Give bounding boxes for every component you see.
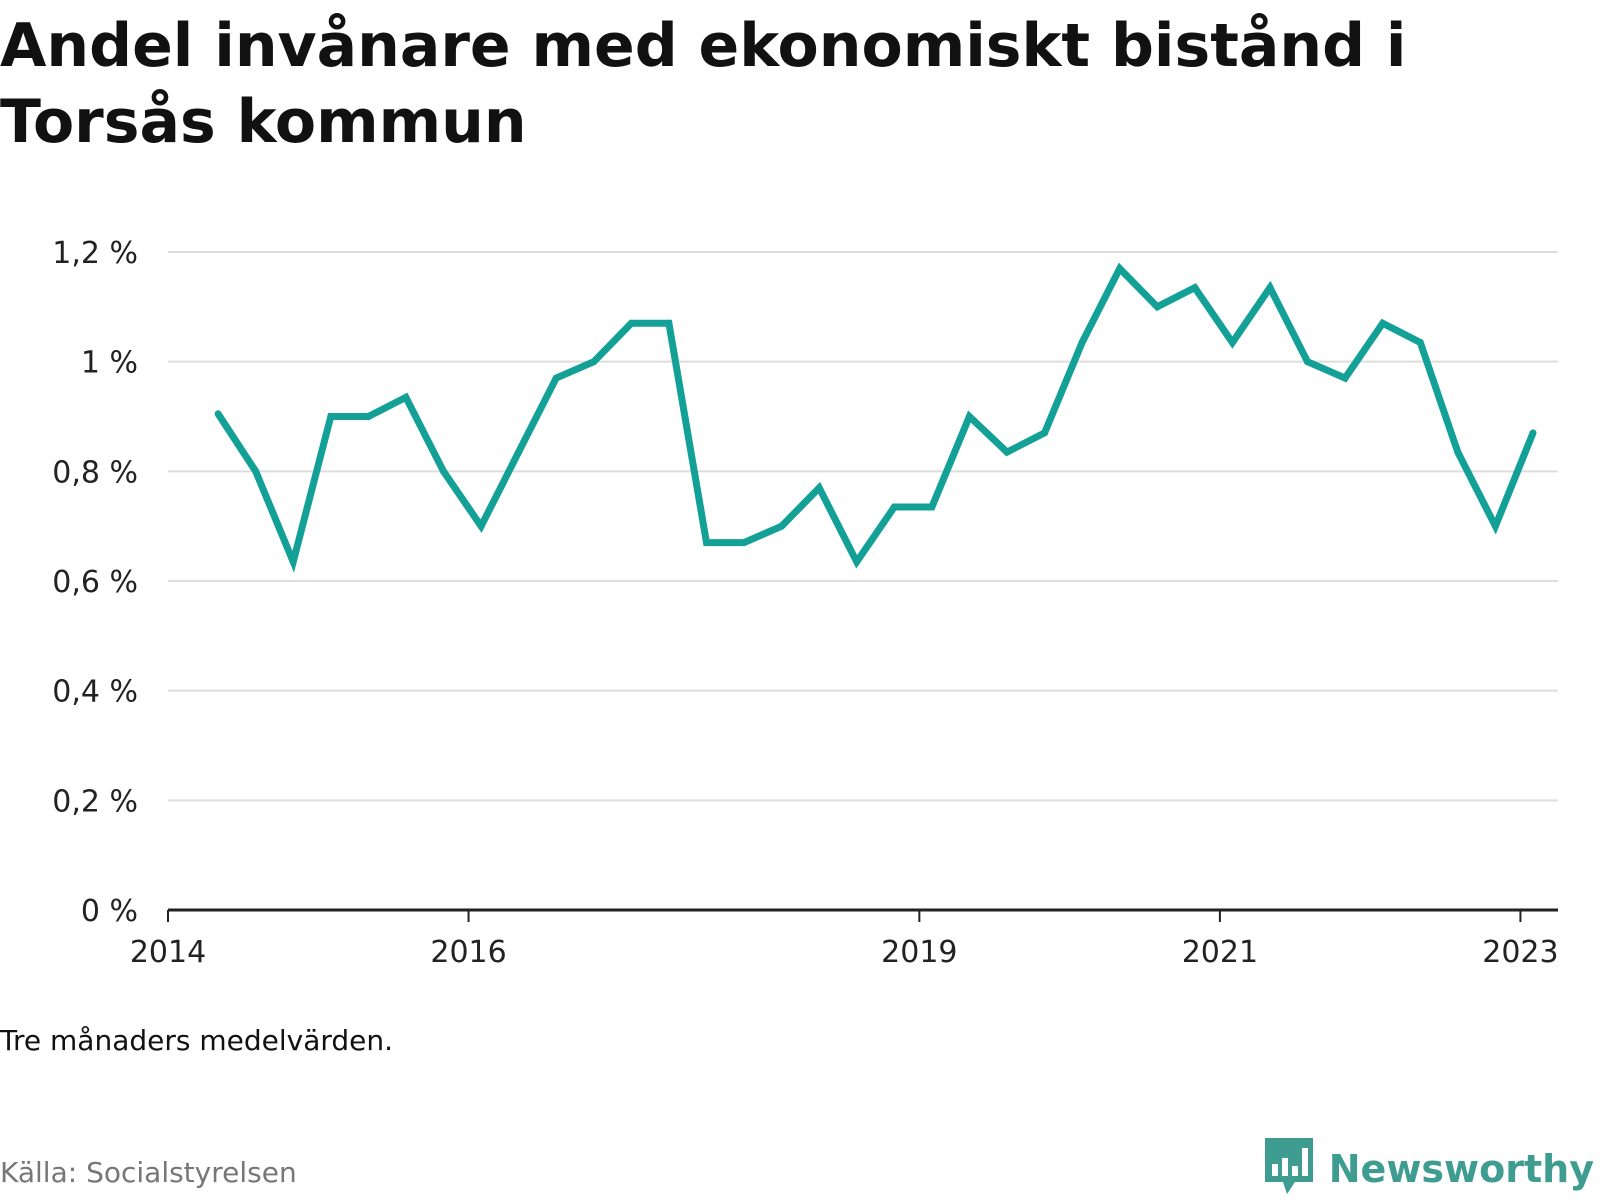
x-axis-labels: 2014 2016 2019 2021 2023 (130, 935, 1559, 970)
data-point (590, 358, 598, 366)
y-tick-label: 0,4 % (52, 675, 138, 710)
x-axis-ticks (167, 910, 1522, 922)
data-point (703, 539, 710, 547)
x-tick-label: 2023 (1482, 935, 1558, 970)
x-tick-label: 2016 (430, 935, 506, 970)
series-line (215, 262, 1537, 573)
data-point (289, 558, 297, 566)
data-point (1491, 522, 1499, 530)
data-point (665, 319, 673, 327)
data-point (552, 374, 560, 382)
series-group (214, 262, 1537, 573)
line-chart: 0 % 0,2 % 0,4 % 0,6 % 0,8 % 1 % 1,2 % 2014 2016… (52, 236, 1559, 970)
data-point (440, 467, 447, 475)
y-axis-labels: 0 % 0,2 % 0,4 % 0,6 % 0,8 % 1 % 1,2 % (52, 236, 138, 929)
data-point (1153, 303, 1161, 311)
data-point (515, 448, 523, 456)
data-point (1304, 358, 1311, 366)
data-point (364, 413, 372, 420)
data-point (815, 484, 823, 492)
data-point (853, 558, 861, 566)
data-point (1529, 429, 1537, 437)
y-tick-label: 1 % (81, 346, 138, 381)
bar-chart-speech-bubble-icon (1263, 1136, 1315, 1202)
x-tick-label: 2021 (1182, 935, 1258, 970)
data-point (1191, 284, 1199, 292)
source-credit: Källa: Socialstyrelsen (0, 1156, 297, 1189)
data-point (1003, 448, 1011, 456)
data-point (214, 410, 222, 418)
data-point (327, 413, 335, 420)
brand-logo[interactable]: Newsworthy (1263, 1138, 1594, 1200)
gridlines (168, 251, 1558, 802)
y-tick-label: 0,2 % (52, 784, 138, 819)
data-point (928, 503, 936, 511)
data-point (778, 522, 786, 530)
data-point (477, 522, 485, 530)
data-point (627, 319, 635, 327)
y-tick-label: 1,2 % (52, 236, 138, 271)
data-point (1228, 339, 1236, 346)
data-point (1454, 448, 1462, 456)
brand-name: Newsworthy (1328, 1147, 1594, 1191)
data-point (740, 539, 748, 547)
chart-note: Tre månaders medelvärden. (0, 1024, 394, 1057)
data-point (890, 503, 898, 511)
data-point (402, 393, 410, 401)
data-point (1266, 284, 1274, 292)
data-point (1078, 339, 1086, 346)
data-point (252, 467, 260, 475)
data-point (1416, 339, 1424, 346)
data-point (1041, 429, 1049, 437)
data-point (965, 413, 973, 420)
x-tick-label: 2014 (130, 935, 206, 970)
y-tick-label: 0 % (81, 894, 138, 929)
y-tick-label: 0,8 % (52, 455, 138, 490)
y-tick-label: 0,6 % (52, 565, 138, 600)
chart-title: Andel invånare med ekonomiskt bistånd i … (0, 11, 1407, 157)
data-point (1116, 265, 1124, 272)
x-tick-label: 2019 (881, 935, 957, 970)
data-point (1379, 319, 1387, 327)
data-point (1341, 374, 1349, 382)
